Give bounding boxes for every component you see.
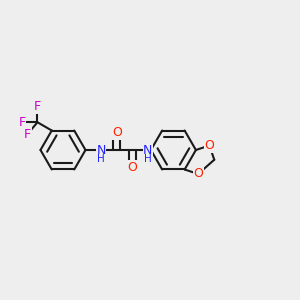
Text: O: O <box>128 161 137 174</box>
Text: H: H <box>97 154 105 164</box>
Text: N: N <box>143 144 153 157</box>
Text: N: N <box>96 144 106 157</box>
Text: H: H <box>144 154 152 164</box>
Text: F: F <box>34 100 41 113</box>
Text: F: F <box>18 116 26 129</box>
Text: O: O <box>112 126 122 139</box>
Text: O: O <box>193 167 203 181</box>
Text: O: O <box>205 139 214 152</box>
Text: F: F <box>24 128 31 141</box>
